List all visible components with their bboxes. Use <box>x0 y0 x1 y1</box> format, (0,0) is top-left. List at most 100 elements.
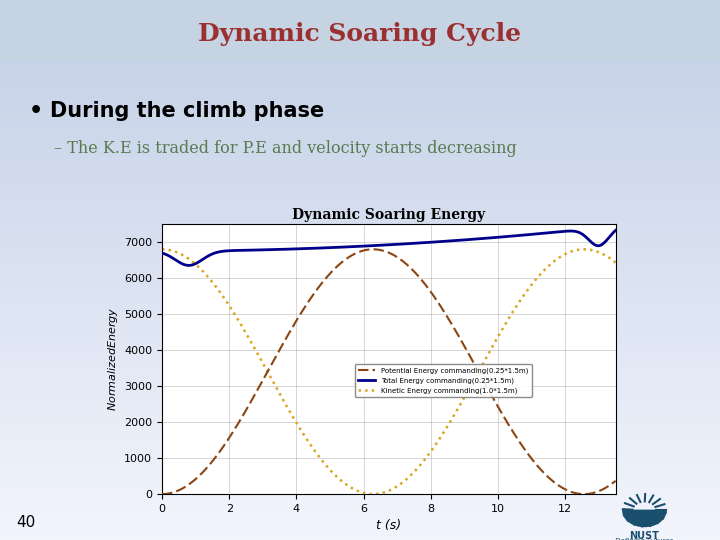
Bar <box>0 81 720 84</box>
Kinetic Energy commanding(1.0*1.5m) <box>374 490 382 497</box>
Bar <box>0 467 720 470</box>
Legend: Potential Energy commanding(0.25*1.5m), Total Energy commanding(0.25*1.5m), Kine: Potential Energy commanding(0.25*1.5m), … <box>355 364 532 397</box>
Bar <box>0 289 720 292</box>
Bar <box>0 216 720 219</box>
Bar <box>0 427 720 429</box>
Bar <box>0 459 720 462</box>
Bar <box>0 383 720 386</box>
Bar <box>0 200 720 202</box>
FancyBboxPatch shape <box>0 0 720 62</box>
Bar <box>0 397 720 400</box>
Bar <box>0 338 720 340</box>
Text: •: • <box>29 100 43 121</box>
Bar <box>0 159 720 162</box>
Bar <box>0 362 720 364</box>
Bar <box>0 435 720 437</box>
Potential Energy commanding(0.25*1.5m) <box>377 247 385 253</box>
Bar <box>0 124 720 127</box>
Bar <box>0 178 720 181</box>
Kinetic Energy commanding(1.0*1.5m) <box>404 474 413 481</box>
Bar <box>0 194 720 197</box>
Bar <box>0 529 720 532</box>
Bar <box>0 273 720 275</box>
Bar <box>0 92 720 94</box>
Bar <box>0 11 720 14</box>
Bar <box>0 32 720 35</box>
Bar <box>0 208 720 211</box>
Bar <box>0 292 720 294</box>
Bar <box>0 173 720 176</box>
Bar <box>0 57 720 59</box>
Bar <box>0 135 720 138</box>
Bar <box>0 446 720 448</box>
Bar <box>0 43 720 46</box>
Bar <box>0 84 720 86</box>
Bar <box>0 157 720 159</box>
Bar <box>0 232 720 235</box>
Bar <box>0 405 720 408</box>
Bar <box>0 500 720 502</box>
Bar <box>0 413 720 416</box>
Potential Energy commanding(0.25*1.5m) <box>428 292 437 298</box>
Bar <box>0 119 720 122</box>
Bar <box>0 429 720 432</box>
Bar <box>0 108 720 111</box>
Bar <box>0 327 720 329</box>
Bar <box>0 475 720 478</box>
Bar <box>0 148 720 151</box>
Bar <box>0 240 720 243</box>
Bar <box>0 418 720 421</box>
Bar <box>0 51 720 54</box>
Bar <box>0 270 720 273</box>
Bar <box>0 526 720 529</box>
Bar <box>0 275 720 278</box>
Line: Total Energy commanding(0.25*1.5m): Total Energy commanding(0.25*1.5m) <box>162 231 616 265</box>
Bar <box>0 440 720 443</box>
Y-axis label: $\mathit{NormalizedEnergy}$: $\mathit{NormalizedEnergy}$ <box>106 307 120 411</box>
Bar <box>0 313 720 316</box>
Bar <box>0 3 720 5</box>
Bar <box>0 103 720 105</box>
Bar <box>0 518 720 521</box>
Bar <box>0 335 720 338</box>
Bar <box>0 454 720 456</box>
Bar <box>0 62 720 65</box>
Kinetic Energy commanding(1.0*1.5m) <box>158 246 166 253</box>
Text: Defining Futures: Defining Futures <box>616 538 673 540</box>
Bar <box>0 16 720 19</box>
Bar <box>0 132 720 135</box>
Bar <box>0 343 720 346</box>
Bar <box>0 238 720 240</box>
Bar <box>0 505 720 508</box>
Bar <box>0 300 720 302</box>
Bar <box>0 73 720 76</box>
Text: Dynamic Soaring Cycle: Dynamic Soaring Cycle <box>199 22 521 46</box>
Bar <box>0 151 720 154</box>
Total Energy commanding(0.25*1.5m) <box>404 240 413 247</box>
Bar <box>0 40 720 43</box>
Total Energy commanding(0.25*1.5m) <box>158 250 166 256</box>
Potential Energy commanding(0.25*1.5m) <box>158 491 166 497</box>
Bar <box>0 76 720 78</box>
Bar <box>0 402 720 405</box>
Bar <box>0 205 720 208</box>
Bar <box>0 329 720 332</box>
Bar <box>0 375 720 378</box>
Bar <box>0 321 720 324</box>
Bar <box>0 113 720 116</box>
Line: Kinetic Energy commanding(1.0*1.5m): Kinetic Energy commanding(1.0*1.5m) <box>162 249 616 494</box>
Bar <box>0 224 720 227</box>
Text: NUST: NUST <box>629 531 660 540</box>
Bar <box>0 281 720 284</box>
Bar <box>0 381 720 383</box>
Kinetic Energy commanding(1.0*1.5m) <box>601 252 610 259</box>
Bar <box>0 30 720 32</box>
Potential Energy commanding(0.25*1.5m) <box>369 246 377 253</box>
Bar <box>0 410 720 413</box>
Bar <box>0 116 720 119</box>
Bar <box>0 230 720 232</box>
Bar <box>0 221 720 224</box>
Bar <box>0 400 720 402</box>
Bar <box>0 86 720 89</box>
Bar <box>0 284 720 286</box>
